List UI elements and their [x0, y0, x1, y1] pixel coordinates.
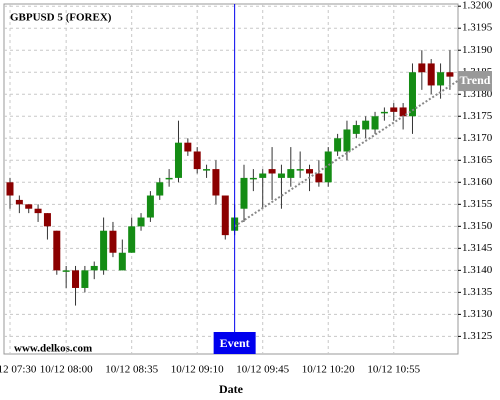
- y-tick-label: 1.3125: [462, 330, 493, 342]
- candle-body: [437, 72, 445, 86]
- y-tick-label: 1.3170: [462, 132, 493, 144]
- event-label: Event: [220, 336, 250, 350]
- y-tick-label: 1.3160: [462, 176, 493, 188]
- candle-body: [277, 173, 285, 178]
- candle-body: [174, 142, 182, 178]
- y-tick-label: 1.3135: [462, 286, 493, 298]
- candle-body: [184, 142, 192, 152]
- candle-body: [324, 151, 332, 183]
- candle-body: [165, 177, 173, 180]
- candle-body: [352, 125, 360, 134]
- y-tick-label: 1.3130: [462, 308, 493, 320]
- candle-body: [446, 72, 454, 77]
- trend-label: Trend: [460, 73, 491, 87]
- candle-body: [362, 120, 370, 130]
- candle-body: [62, 270, 70, 272]
- x-tick-label: 10/12 08:35: [105, 364, 158, 376]
- candle-body: [380, 111, 388, 114]
- candle-body: [53, 230, 61, 271]
- y-tick-label: 1.3175: [462, 110, 493, 122]
- y-tick-label: 1.3165: [462, 154, 493, 166]
- candle-body: [287, 169, 295, 178]
- y-tick-label: 1.3195: [462, 22, 493, 34]
- candle-body: [25, 204, 33, 209]
- x-tick-label: 10/12 07:30: [0, 364, 37, 376]
- candle-body: [72, 270, 80, 288]
- candle-body: [268, 169, 276, 174]
- candle-body: [240, 177, 248, 209]
- candle-body: [34, 208, 42, 214]
- y-tick-label: 1.3155: [462, 198, 493, 210]
- candle-body: [43, 213, 51, 227]
- y-tick-label: 1.3150: [462, 220, 493, 232]
- y-tick-label: 1.3140: [462, 264, 493, 276]
- candle-body: [109, 230, 117, 253]
- candle-body: [221, 195, 229, 236]
- candle-body: [408, 72, 416, 117]
- x-tick-label: 10/12 10:55: [367, 364, 420, 376]
- x-tick-label: 10/12 09:45: [236, 364, 289, 376]
- candle-body: [6, 182, 14, 196]
- candle-body: [203, 169, 211, 171]
- candle-body: [418, 63, 426, 73]
- candle-body: [259, 173, 267, 178]
- y-tick-label: 1.3200: [462, 0, 493, 12]
- candle-body: [212, 169, 220, 196]
- trend-label-box: [458, 71, 492, 92]
- candle-body: [100, 230, 108, 271]
- candle-body: [118, 252, 126, 271]
- candle-body: [81, 270, 89, 288]
- candle-body: [193, 151, 201, 170]
- candle-body: [399, 107, 407, 117]
- x-tick-label: 10/12 09:10: [171, 364, 224, 376]
- candle-body: [249, 177, 257, 180]
- x-tick-label: 10/12 10:20: [302, 364, 355, 376]
- candle-body: [137, 217, 145, 227]
- x-tick-label: 10/12 08:00: [40, 364, 93, 376]
- candle-body: [156, 182, 164, 196]
- event-label-box: [213, 332, 256, 354]
- plot-frame: [3, 3, 459, 355]
- candle-body: [306, 169, 314, 174]
- watermark: www.delkos.com: [14, 343, 92, 355]
- candle-body: [343, 129, 351, 152]
- trend-line: [234, 80, 458, 228]
- candle-body: [427, 63, 435, 86]
- candle-body: [90, 265, 98, 271]
- candle-body: [15, 199, 23, 205]
- candle-body: [390, 107, 398, 112]
- x-axis-title: Date: [219, 382, 244, 396]
- candle-body: [315, 173, 323, 183]
- candle-body: [334, 138, 342, 152]
- candle-body: [146, 195, 154, 218]
- candle-body: [371, 116, 379, 130]
- y-tick-label: 1.3190: [462, 44, 493, 56]
- y-tick-label: 1.3145: [462, 242, 493, 254]
- candle-body: [296, 169, 304, 171]
- candle-body: [128, 226, 136, 253]
- chart-title: GBPUSD 5 (FOREX): [10, 12, 112, 24]
